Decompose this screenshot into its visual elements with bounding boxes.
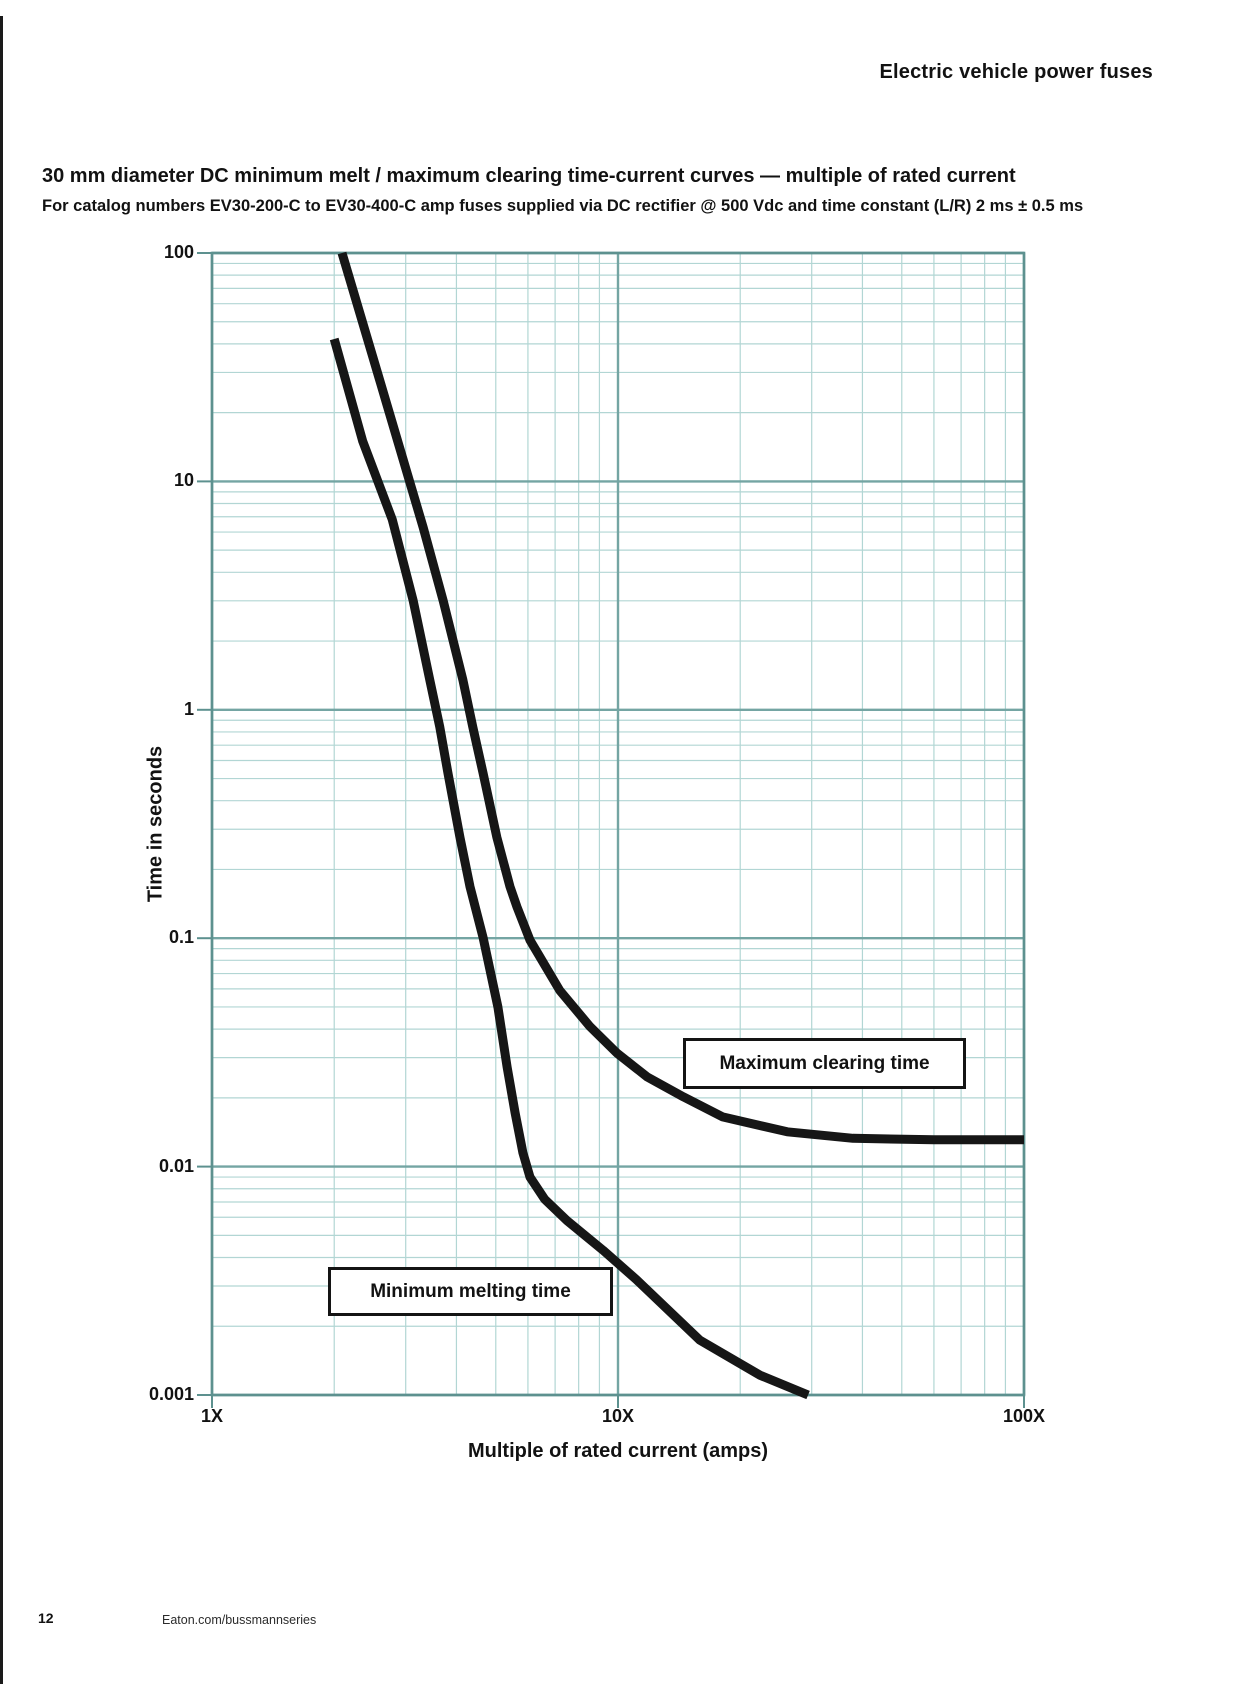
page-header: Electric vehicle power fuses: [879, 61, 1153, 83]
x-tick-label: 100X: [1002, 1406, 1046, 1426]
curve-maximum-clearing-time: [337, 251, 1024, 1145]
y-tick-label: 0.1: [168, 927, 194, 948]
chart-svg: [197, 251, 1026, 1408]
annotation-minimum-melting-time: Minimum melting time: [328, 1267, 613, 1316]
page-number: 12: [38, 1610, 54, 1626]
x-axis-title: Multiple of rated current (amps): [467, 1440, 769, 1462]
plot-border: [210, 251, 1026, 1397]
annotation-maximum-clearing-time: Maximum clearing time: [683, 1038, 966, 1089]
y-tick-label: 1: [183, 698, 194, 719]
x-tick-label: 10X: [601, 1406, 635, 1426]
annotation-label: Maximum clearing time: [719, 1052, 930, 1074]
annotation-label: Minimum melting time: [370, 1280, 571, 1302]
y-tick-label: 10: [173, 470, 194, 491]
chart-subtitle: For catalog numbers EV30-200-C to EV30-4…: [42, 197, 1084, 215]
x-tick-label: 1X: [200, 1406, 224, 1426]
y-tick-label: 0.01: [158, 1155, 194, 1176]
page-edge-scan-line: [0, 16, 3, 1684]
y-tick-label: 0.001: [148, 1384, 194, 1404]
y-tick-label: 100: [163, 242, 194, 262]
y-axis-title: Time in seconds: [144, 745, 167, 903]
footer-website: Eaton.com/bussmannseries: [162, 1613, 317, 1627]
chart-title: 30 mm diameter DC minimum melt / maximum…: [42, 165, 1016, 187]
chart-plot-area: [197, 251, 1026, 1408]
curve-minimum-melting-time: [329, 337, 810, 1400]
